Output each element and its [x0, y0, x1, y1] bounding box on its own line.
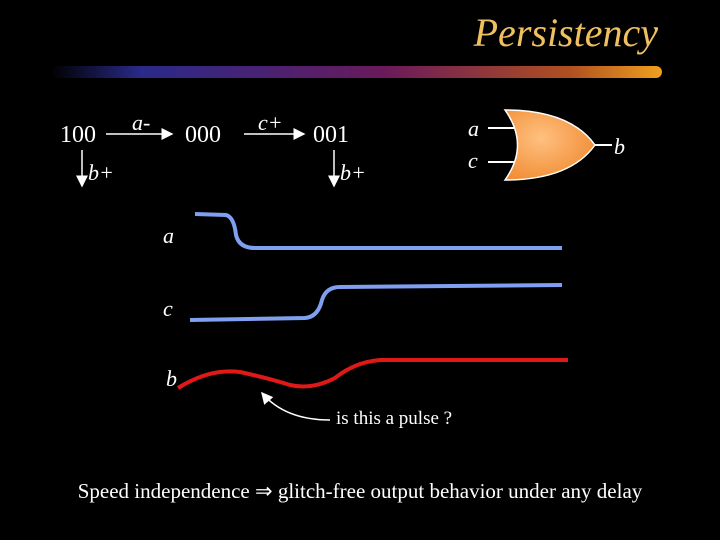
- waveform-label: b: [166, 366, 177, 391]
- transition-label: b+: [340, 160, 366, 185]
- waveform: [189, 283, 563, 322]
- gate-input-label: a: [468, 116, 479, 141]
- waveform: [194, 212, 562, 250]
- footer: Speed independence ⇒ glitch-free output …: [78, 479, 643, 503]
- waveform-label: a: [163, 223, 174, 248]
- state: 001: [313, 122, 349, 148]
- waveform-label: c: [163, 296, 173, 321]
- transition-label: a-: [132, 110, 150, 135]
- transition-label: c+: [258, 110, 283, 135]
- waveform: [176, 358, 568, 390]
- annotation: is this a pulse ?: [336, 408, 452, 429]
- title-bar: [50, 66, 662, 78]
- title: Persistency: [473, 10, 659, 55]
- state: 000: [185, 122, 221, 148]
- annotation-arrow: [261, 391, 331, 421]
- or-gate: [503, 109, 596, 181]
- state: 100: [60, 122, 96, 148]
- transition-label: b+: [88, 160, 114, 185]
- gate-input-label: c: [468, 148, 478, 173]
- gate-output-label: b: [614, 134, 625, 159]
